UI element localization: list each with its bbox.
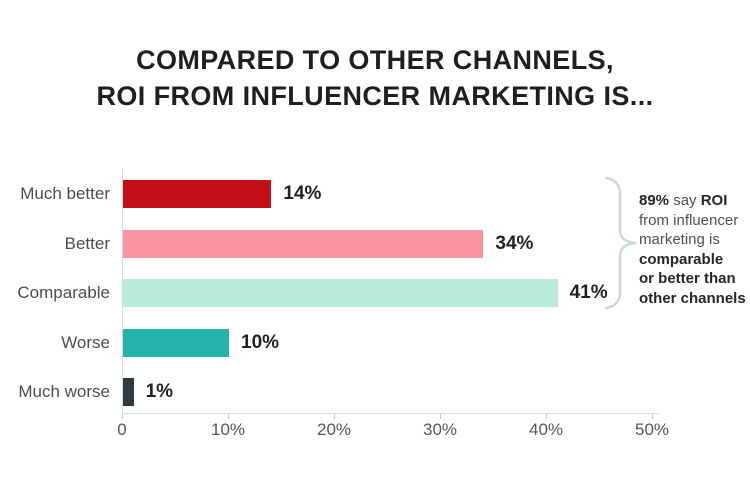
callout-line: other channels <box>639 289 750 309</box>
x-axis-tick <box>122 414 123 419</box>
callout-segment: other channels <box>639 289 746 307</box>
x-axis-tick <box>652 414 653 419</box>
chart-title-line1: COMPARED TO OTHER CHANNELS, <box>136 45 614 75</box>
callout-segment: marketing is <box>639 231 720 248</box>
category-label-worse: Worse <box>61 332 110 352</box>
value-label-worse: 10% <box>241 331 280 353</box>
category-label-better: Better <box>64 233 110 253</box>
callout-line: or better than <box>639 269 750 289</box>
bar-better <box>123 229 484 258</box>
x-axis-tick <box>334 414 335 419</box>
x-axis-tick <box>440 414 441 419</box>
callout-text: 89% say ROI from influencer marketing is co… <box>639 191 750 308</box>
x-axis-tick-label: 50% <box>634 420 670 439</box>
x-axis-tick <box>546 414 547 419</box>
bar-comparable <box>123 279 558 308</box>
callout-segment: comparable <box>639 250 724 268</box>
category-label-comparable: Comparable <box>17 283 110 303</box>
callout-line: 89% say ROI <box>639 191 750 211</box>
x-axis-line <box>122 413 659 414</box>
callout-segment: say <box>669 192 701 209</box>
value-label-comparable: 41% <box>569 282 608 304</box>
brace-annotation-bracket <box>604 176 637 310</box>
bar-much-worse <box>123 378 134 407</box>
bar-worse <box>123 328 229 357</box>
category-label-much-better: Much better <box>20 184 110 203</box>
callout-segment: 89% <box>639 192 670 209</box>
x-axis-tick-label: 20% <box>316 420 352 439</box>
category-label-much-worse: Much worse <box>18 382 110 402</box>
x-axis-tick <box>228 414 229 419</box>
chart-title: COMPARED TO OTHER CHANNELS, ROI FROM INF… <box>0 42 750 114</box>
callout-line: from influencer <box>639 211 750 231</box>
y-axis-line <box>122 168 123 414</box>
value-label-much-better: 14% <box>283 183 322 204</box>
x-axis-tick-label: 40% <box>528 420 564 439</box>
chart-title-line2: ROI FROM INFLUENCER MARKETING IS... <box>96 81 654 111</box>
bar-much-better <box>123 180 272 208</box>
callout-line: marketing is <box>639 230 750 250</box>
value-label-much-worse: 1% <box>145 381 174 403</box>
value-label-better: 34% <box>495 232 534 254</box>
callout-line: comparable <box>639 250 750 270</box>
x-axis-tick-label: 0 <box>117 420 127 439</box>
x-axis-tick-label: 30% <box>422 420 458 439</box>
x-axis-tick-label: 10% <box>210 420 246 439</box>
callout-segment: or better than <box>639 270 736 287</box>
callout-segment: ROI <box>700 192 728 209</box>
callout-segment: from influencer <box>639 211 739 229</box>
